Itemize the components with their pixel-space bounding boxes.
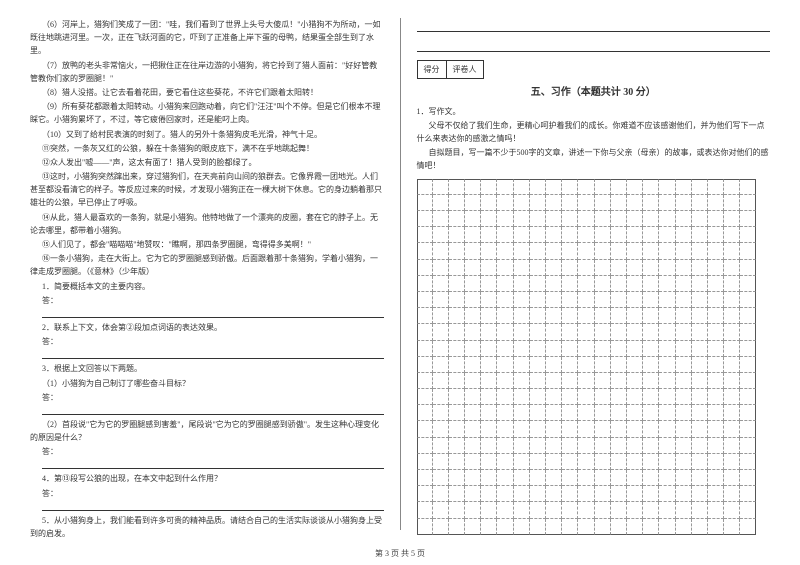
paragraph: ⑬这时，小猎狗突然蹿出来，穿过猎狗们，在天亮前向山间的狼群去。它像界霞一团地光。… — [30, 170, 384, 210]
paragraph: （10）又到了给村民表演的时刻了。猎人的另外十条猎狗皮毛光滑，神气十足。 — [30, 128, 384, 141]
question-3-1: （1）小猎狗为自己制订了哪些奋斗目标？ — [30, 377, 384, 390]
page-footer: 第 3 页 共 5 页 — [0, 548, 800, 559]
answer-line[interactable] — [417, 22, 771, 32]
paragraph: ⑪突然，一条灰又红的公狼，躲在十条猎狗的眼皮底下，满不在乎地跳起舞！ — [30, 142, 384, 155]
question-3-2: （2）首段说"它为它的罗圈腿感到害羞"，尾段说"它为它的罗圈腿感到骄傲"。发生这… — [30, 418, 384, 444]
answer-prefix: 答： — [30, 445, 384, 458]
paragraph: （9）所有葵花都跟着太阳转动。小猎狗来回跑动着，向它们"汪汪"叫个不停。但是它们… — [30, 100, 384, 126]
question-4: 4．第⑬段写公狼的出现，在本文中起到什么作用？ — [30, 472, 384, 485]
top-blank-lines — [417, 18, 771, 36]
writing-num: 1．写作文。 — [417, 105, 771, 118]
paragraph: （7）放鸭的老头非常恼火，一把揪住正在往岸边游的小猎狗，将它拎到了猎人面前："好… — [30, 59, 384, 85]
left-column: （6）河岸上，猎狗们笑成了一团："哇，我们看到了世界上头号大傻瓜！"小猎狗不为所… — [30, 18, 401, 530]
paragraph: ⑭从此，猎人最喜欢的一条狗，就是小猎狗。他特地做了一个漂亮的皮圈，套在它的脖子上… — [30, 211, 384, 237]
answer-line[interactable] — [42, 459, 384, 469]
question-1: 1．简要概括本文的主要内容。 — [30, 280, 384, 293]
right-column: 得分 评卷人 五、习作（本题共计 30 分） 1．写作文。 父母不仅给了我们生命… — [401, 18, 771, 530]
paragraph: ⑯一条小猎狗，走在大街上。它为它的罗圈腿感到骄傲。后面跟着那十条猎狗，学着小猎狗… — [30, 252, 384, 278]
question-2: 2．联系上下文，体会第②段加点词语的表达效果。 — [30, 321, 384, 334]
answer-line[interactable] — [42, 308, 384, 318]
answer-line[interactable] — [42, 501, 384, 511]
score-box: 得分 评卷人 — [417, 60, 484, 79]
answer-prefix: 答： — [30, 487, 384, 500]
paragraph: ⑫众人发出"嘘——"声，这太有面了！猎人受到的脸都绿了。 — [30, 156, 384, 169]
question-5: 5．从小猎狗身上，我们能看到许多可贵的精神品质。请结合自己的生活实际谈谈从小猎狗… — [30, 514, 384, 540]
writing-prompt: 自拟题目，写一篇不少于500字的文章，讲述一下你与父亲（母亲）的故事，或表达你对… — [417, 146, 771, 172]
answer-line[interactable] — [42, 405, 384, 415]
score-label: 得分 — [418, 61, 447, 78]
paragraph: ⑮人们见了，都会"喵喵喵"地赞叹："瞧啊，那四条罗圈腿，弯得得多美啊！" — [30, 238, 384, 251]
paragraph: （8）猎人没搭。让它去看着花田，要它看住这些葵花，不许它们跟着太阳转！ — [30, 86, 384, 99]
grader-label: 评卷人 — [447, 61, 483, 78]
answer-line[interactable] — [417, 42, 771, 52]
writing-grid[interactable] — [417, 179, 771, 535]
answer-line[interactable] — [42, 349, 384, 359]
answer-prefix: 答： — [30, 391, 384, 404]
page-container: （6）河岸上，猎狗们笑成了一团："哇，我们看到了世界上头号大傻瓜！"小猎狗不为所… — [0, 0, 800, 530]
answer-prefix: 答： — [30, 335, 384, 348]
answer-prefix: 答： — [30, 294, 384, 307]
question-3: 3．根据上文回答以下两题。 — [30, 362, 384, 375]
writing-prompt: 父母不仅给了我们生命，更精心呵护着我们的成长。你难道不应该感谢他们，并为他们写下… — [417, 119, 771, 145]
paragraph: （6）河岸上，猎狗们笑成了一团："哇，我们看到了世界上头号大傻瓜！"小猎狗不为所… — [30, 18, 384, 58]
section-title: 五、习作（本题共计 30 分） — [417, 85, 771, 102]
